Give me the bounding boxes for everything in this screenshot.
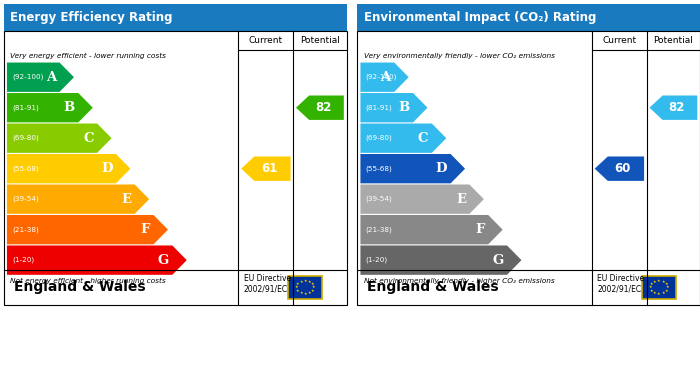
Text: (92-100): (92-100) <box>365 74 397 81</box>
Text: ★: ★ <box>311 289 314 293</box>
Text: ★: ★ <box>300 280 303 283</box>
Text: ★: ★ <box>650 282 653 286</box>
Bar <box>357 32 700 305</box>
Text: 82: 82 <box>668 101 685 114</box>
Text: G: G <box>492 254 503 267</box>
Text: (69-80): (69-80) <box>365 135 392 142</box>
Text: ★: ★ <box>657 292 661 296</box>
Polygon shape <box>7 185 149 214</box>
Text: (39-54): (39-54) <box>12 196 38 203</box>
Text: Not environmentally friendly - higher CO₂ emissions: Not environmentally friendly - higher CO… <box>364 278 554 284</box>
Bar <box>288 276 323 299</box>
Text: (21-38): (21-38) <box>365 226 392 233</box>
Text: G: G <box>158 254 169 267</box>
Text: Very environmentally friendly - lower CO₂ emissions: Very environmentally friendly - lower CO… <box>364 53 555 59</box>
Text: D: D <box>101 162 113 175</box>
Text: B: B <box>398 101 409 114</box>
Polygon shape <box>360 93 428 122</box>
Text: EU Directive
2002/91/EC: EU Directive 2002/91/EC <box>244 274 290 293</box>
Text: (55-68): (55-68) <box>12 165 38 172</box>
Polygon shape <box>595 156 644 181</box>
Text: ★: ★ <box>664 282 668 286</box>
Polygon shape <box>360 215 503 244</box>
Text: (69-80): (69-80) <box>12 135 38 142</box>
Text: D: D <box>435 162 447 175</box>
Text: Potential: Potential <box>300 36 340 45</box>
Text: A: A <box>381 71 391 84</box>
Text: ★: ★ <box>648 285 652 289</box>
Text: ★: ★ <box>650 289 653 293</box>
Text: (92-100): (92-100) <box>12 74 43 81</box>
Text: ★: ★ <box>295 285 298 289</box>
Text: England & Wales: England & Wales <box>368 280 499 294</box>
Text: ★: ★ <box>304 292 307 296</box>
Bar <box>642 276 676 299</box>
Text: ★: ★ <box>296 282 300 286</box>
Text: (55-68): (55-68) <box>365 165 392 172</box>
Text: E: E <box>121 193 132 206</box>
Polygon shape <box>7 246 187 275</box>
Text: Current: Current <box>602 36 636 45</box>
Text: EU Directive
2002/91/EC: EU Directive 2002/91/EC <box>597 274 644 293</box>
Polygon shape <box>296 95 344 120</box>
Text: Environmental Impact (CO₂) Rating: Environmental Impact (CO₂) Rating <box>364 11 596 24</box>
Text: ★: ★ <box>304 278 307 283</box>
Text: Not energy efficient - higher running costs: Not energy efficient - higher running co… <box>10 278 166 284</box>
Polygon shape <box>360 154 465 183</box>
Polygon shape <box>7 154 130 183</box>
Text: ★: ★ <box>308 280 312 283</box>
Polygon shape <box>7 93 93 122</box>
Text: A: A <box>46 71 56 84</box>
Text: (81-91): (81-91) <box>365 104 392 111</box>
Polygon shape <box>7 63 74 92</box>
Polygon shape <box>7 124 111 153</box>
Text: 61: 61 <box>261 162 277 175</box>
Polygon shape <box>360 124 447 153</box>
Text: E: E <box>456 193 466 206</box>
Text: ★: ★ <box>300 291 303 296</box>
Bar <box>4 4 346 32</box>
Text: (1-20): (1-20) <box>365 257 388 264</box>
Text: Very energy efficient - lower running costs: Very energy efficient - lower running co… <box>10 53 167 59</box>
Polygon shape <box>650 95 697 120</box>
Text: ★: ★ <box>666 285 669 289</box>
Polygon shape <box>7 215 168 244</box>
Text: England & Wales: England & Wales <box>14 280 146 294</box>
Polygon shape <box>360 246 522 275</box>
Text: Potential: Potential <box>654 36 694 45</box>
Text: (1-20): (1-20) <box>12 257 34 264</box>
Text: C: C <box>418 132 428 145</box>
Text: ★: ★ <box>662 291 665 296</box>
Bar <box>4 32 346 305</box>
Text: ★: ★ <box>312 285 316 289</box>
Text: ★: ★ <box>308 291 312 296</box>
Text: Energy Efficiency Rating: Energy Efficiency Rating <box>10 11 173 24</box>
Bar <box>357 4 700 32</box>
Text: (39-54): (39-54) <box>365 196 392 203</box>
Text: (21-38): (21-38) <box>12 226 38 233</box>
Text: ★: ★ <box>653 280 657 283</box>
Polygon shape <box>241 156 290 181</box>
Text: ★: ★ <box>657 278 661 283</box>
Text: ★: ★ <box>664 289 668 293</box>
Text: 60: 60 <box>615 162 631 175</box>
Text: F: F <box>475 223 485 236</box>
Text: C: C <box>83 132 94 145</box>
Text: ★: ★ <box>653 291 657 296</box>
Polygon shape <box>360 185 484 214</box>
Text: B: B <box>64 101 75 114</box>
Text: F: F <box>141 223 150 236</box>
Text: Current: Current <box>248 36 283 45</box>
Polygon shape <box>360 63 409 92</box>
Text: (81-91): (81-91) <box>12 104 38 111</box>
Text: ★: ★ <box>662 280 665 283</box>
Text: 82: 82 <box>315 101 332 114</box>
Text: ★: ★ <box>311 282 314 286</box>
Text: ★: ★ <box>296 289 300 293</box>
